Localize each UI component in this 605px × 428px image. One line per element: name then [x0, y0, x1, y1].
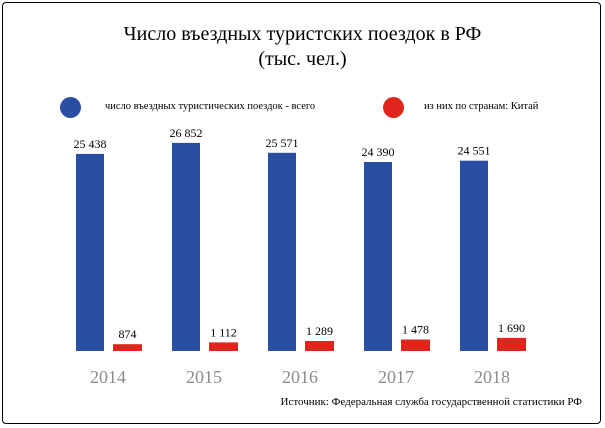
- bar-china-2015: [209, 342, 238, 351]
- data-label-total-2015: 26 852: [170, 126, 203, 140]
- data-label-total-2016: 25 571: [266, 136, 299, 150]
- bar-china-2016: [305, 341, 334, 351]
- legend-marker-total: [60, 97, 81, 118]
- bar-total-2014: [76, 153, 104, 351]
- x-tick-label-2017: 2017: [378, 367, 414, 387]
- chart-title-line1: Число въездных туристских поездок в РФ: [123, 23, 482, 45]
- bar-total-2016: [268, 152, 296, 351]
- data-label-china-2015: 1 112: [210, 325, 237, 339]
- data-label-total-2018: 24 551: [458, 144, 491, 158]
- data-label-china-2017: 1 478: [402, 323, 429, 337]
- chart-title-line2: (тыс. чел.): [258, 48, 347, 70]
- bar-total-2015: [172, 142, 200, 351]
- chart-frame: [2, 2, 601, 424]
- legend-label-china: из них по странам: Китай: [424, 101, 539, 112]
- bar-total-2018: [460, 160, 488, 351]
- source-note: Источник: Федеральная служба государстве…: [280, 396, 582, 408]
- bar-china-2017: [401, 339, 430, 351]
- data-label-china-2018: 1 690: [498, 321, 525, 335]
- bar-china-2018: [497, 337, 526, 351]
- legend-label-total: число въездных туристических поездок - в…: [105, 101, 316, 112]
- x-tick-label-2016: 2016: [282, 367, 318, 387]
- data-label-china-2016: 1 289: [306, 324, 333, 338]
- legend-marker-china: [383, 97, 404, 118]
- x-tick-label-2018: 2018: [474, 367, 510, 387]
- x-tick-label-2014: 2014: [90, 367, 126, 387]
- data-label-total-2017: 24 390: [362, 145, 395, 159]
- data-label-total-2014: 25 438: [74, 137, 107, 151]
- x-tick-label-2015: 2015: [186, 367, 222, 387]
- data-label-china-2014: 874: [119, 327, 137, 341]
- bar-total-2017: [364, 162, 392, 351]
- bar-china-2014: [113, 344, 142, 351]
- chart-title: Число въездных туристских поездок в РФ (…: [0, 22, 605, 72]
